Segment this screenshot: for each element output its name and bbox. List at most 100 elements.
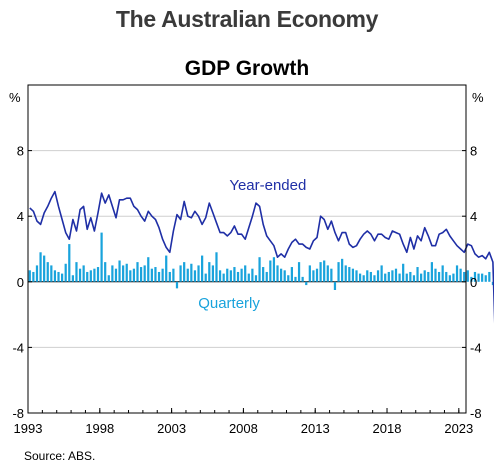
y-tick-label-right: -4 [470,340,482,355]
quarterly-bar [373,275,376,282]
quarterly-bar [430,262,434,282]
x-tick-label: 1993 [14,421,43,436]
quarterly-bar [28,270,31,282]
quarterly-bar [333,281,337,290]
quarterly-bar [466,270,469,282]
quarterly-bar [326,265,329,282]
plot-frame [27,84,467,414]
quarterly-bar [89,270,92,282]
y-tick-label-left: -4 [12,340,24,355]
quarterly-bar [179,265,182,282]
quarterly-bar [186,268,189,282]
quarterly-bar [43,255,46,282]
y-axis-unit-left: % [9,90,21,105]
quarterly-bar [247,273,250,282]
quarterly-bar [405,273,408,282]
quarterly-bar [445,271,448,282]
quarterly-bar [78,268,82,282]
quarterly-bar [46,262,49,282]
quarterly-bar [50,265,53,282]
quarterly-bar [348,267,351,282]
quarterly-bar [201,255,204,282]
quarterly-bar [32,271,35,282]
quarterly-bar [279,268,283,282]
quarterly-bar [57,271,60,282]
quarterly-bar [305,281,308,286]
quarterly-bar [355,270,358,282]
quarterly-bar [330,268,333,282]
quarterly-bar [125,263,128,282]
quarterly-bar [358,273,362,282]
quarterly-bar [244,265,247,282]
quarterly-bars [28,232,494,290]
quarterly-bar [53,270,57,282]
chart-title: GDP Growth [184,57,310,80]
quarterly-bar [136,262,139,282]
quarterly-bar [172,268,175,282]
y-tick-label-left: 0 [17,275,24,290]
quarterly-bar [107,275,110,282]
y-axis-unit-right: % [472,90,484,105]
quarterly-bar [129,270,132,282]
quarterly-bar [96,267,100,282]
quarterly-bar [402,263,405,282]
quarterly-bar [75,262,78,282]
quarterly-bar [229,270,232,282]
quarterly-bar [477,273,480,282]
quarterly-bar [132,268,136,282]
quarterly-bar [111,265,114,282]
quarterly-bar [211,265,215,282]
quarterly-bar [301,276,304,282]
quarterly-bar [168,271,171,282]
x-tick-label: 2008 [229,421,258,436]
quarterly-bar [394,268,398,282]
quarterly-bar [398,273,401,282]
quarterly-bar [60,273,64,282]
quarterly-bar [434,268,437,282]
quarterly-bar [269,260,272,282]
quarterly-bar [122,265,125,282]
quarterly-bar [416,267,419,282]
quarterly-bar [240,268,243,282]
quarterly-bar [276,265,279,282]
year-ended-label: Year-ended [229,177,306,194]
quarterly-bar [82,265,85,282]
quarterly-bar [258,257,261,282]
x-tick-label: 2023 [444,421,473,436]
y-tick-label-left: 8 [17,144,24,159]
frame-layer [27,84,467,414]
quarterly-bar [93,268,96,282]
quarterly-bar [262,267,265,282]
quarterly-bar [197,265,200,282]
quarterly-bar [452,273,455,282]
quarterly-bar [104,262,107,282]
y-tick-label-right: 0 [470,275,477,290]
quarterly-bar [376,270,380,282]
quarterly-bar [344,265,347,282]
quarterly-bar [420,273,423,282]
quarterly-bar [114,268,118,282]
quarterly-bar [222,273,225,282]
quarterly-bar [391,270,394,282]
quarterly-bar [265,271,268,282]
quarterly-bar [351,268,355,282]
quarterly-bar [297,262,301,282]
quarterly-bar [183,262,186,282]
quarterly-bar [254,275,258,282]
quarterly-bar [341,258,344,282]
quarterly-bar [100,232,103,282]
quarterly-bar [236,271,240,282]
x-tick-label: 2018 [373,421,402,436]
quarterly-bar [208,262,211,282]
x-tick-label: 1998 [85,421,114,436]
quarterly-bar [157,271,161,282]
quarterly-bar [448,275,451,282]
quarterly-bar [437,271,441,282]
source-note: Source: ABS. [24,449,96,463]
quarterly-bar [412,275,416,282]
quarterly-bar [272,257,276,282]
y-tick-label-left: 4 [17,209,24,224]
quarterly-bar [387,271,390,282]
quarterly-bar [290,267,293,282]
